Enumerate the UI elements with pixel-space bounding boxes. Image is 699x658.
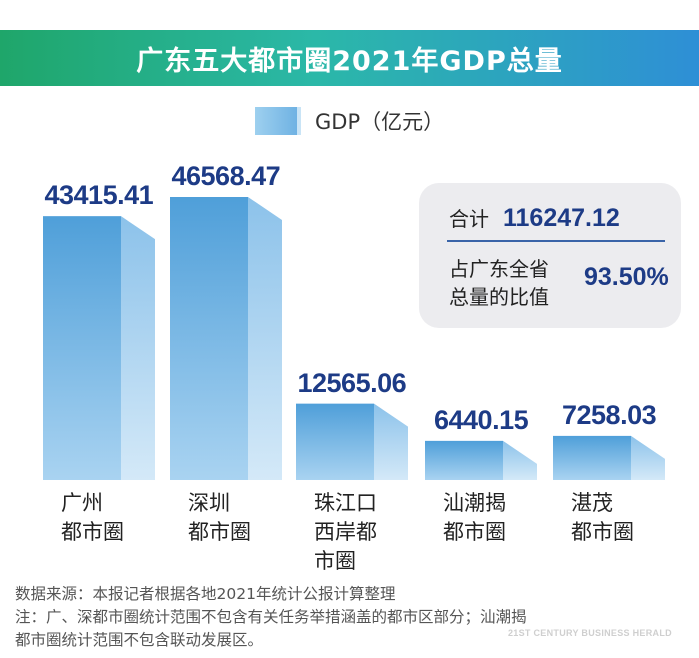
scope-note-line1: 注：广、深都市圈统计范围不包含有关任务举措涵盖的都市区部分；汕潮揭 (15, 608, 527, 626)
total-label: 合计 (449, 207, 489, 231)
legend-swatch (255, 107, 301, 135)
title-banner: 广东五大都市圈2021年GDP总量 (0, 30, 699, 86)
bar-front-3 (296, 403, 374, 480)
bar-front-2 (170, 197, 248, 480)
legend-label: GDP（亿元） (315, 110, 445, 134)
bar-side-1 (121, 216, 155, 480)
value-label-1: 43415.41 (44, 180, 154, 211)
category-label-5: 湛茂 都市圈 (571, 491, 634, 544)
source-note: 数据来源：本报记者根据各地2021年统计公报计算整理 (15, 585, 396, 603)
bar-front-1 (43, 216, 121, 480)
bar-chart (43, 197, 665, 480)
bar-side-5 (631, 435, 665, 480)
legend: GDP（亿元） (255, 106, 444, 136)
total-value: 116247.12 (503, 204, 620, 232)
bar-side-4 (503, 440, 537, 480)
summary-box: 合计 116247.12 占广东全省 总量的比值 93.50% (419, 183, 681, 328)
scope-note-line2: 都市圈统计范围不包含联动发展区。 (15, 631, 264, 649)
value-label-3: 12565.06 (297, 367, 407, 398)
summary-divider (447, 240, 665, 242)
chart-title: 广东五大都市圈2021年GDP总量 (136, 45, 563, 77)
bar-side-2 (248, 197, 282, 480)
watermark: 21ST CENTURY BUSINESS HERALD (508, 628, 672, 638)
category-label-1: 广州 都市圈 (61, 491, 124, 544)
category-label-3: 珠江口 西岸都 市圈 (314, 491, 377, 573)
value-label-5: 7258.03 (562, 399, 657, 430)
value-label-2: 46568.47 (171, 161, 281, 191)
category-label-4: 汕潮揭 都市圈 (443, 491, 506, 544)
bar-front-4 (425, 440, 503, 480)
share-value: 93.50% (584, 263, 669, 291)
value-label-4: 6440.15 (434, 404, 529, 435)
category-label-2: 深圳 都市圈 (188, 491, 251, 544)
bar-side-3 (374, 403, 408, 480)
share-label: 占广东全省 总量的比值 (449, 257, 549, 309)
bar-front-5 (553, 435, 631, 480)
